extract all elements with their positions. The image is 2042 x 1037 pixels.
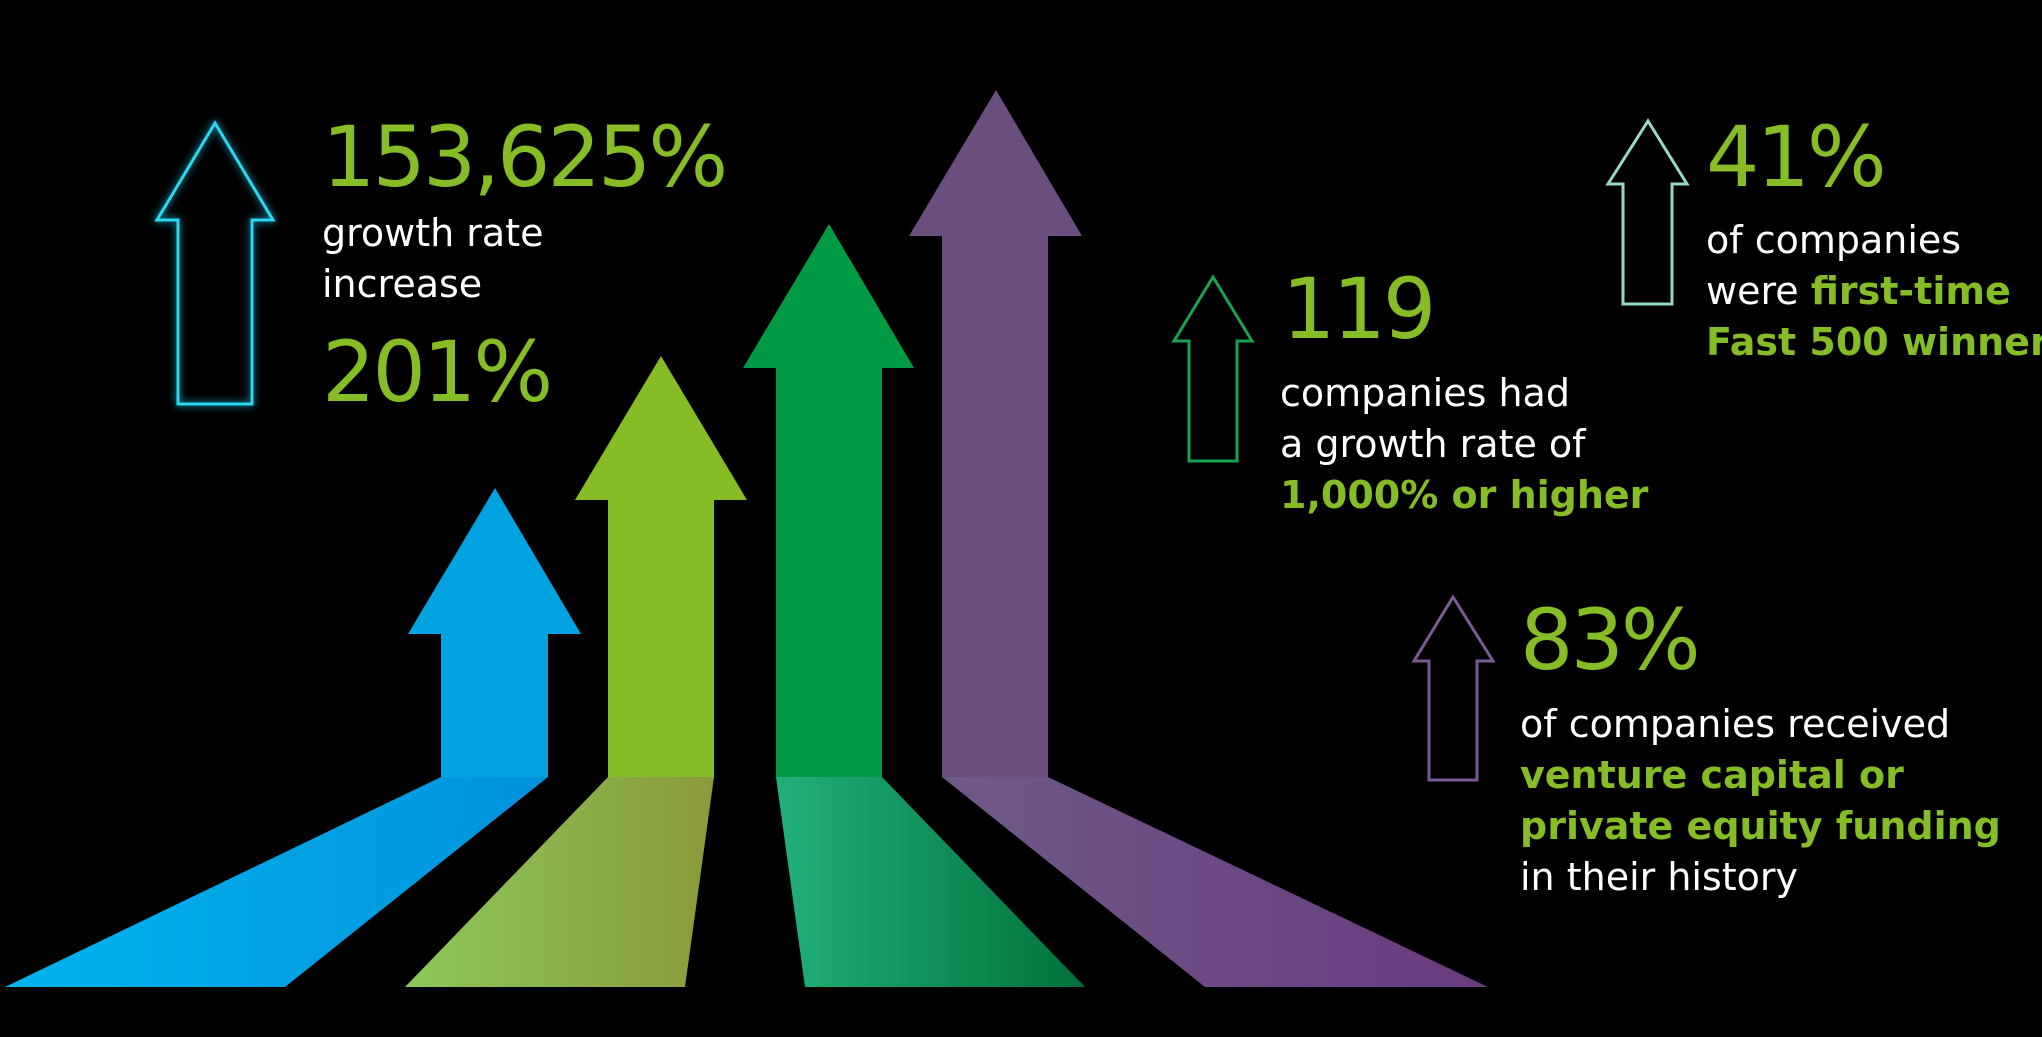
high-growth-caption-line2: a growth rate of (1280, 422, 1586, 466)
funding-caption-line2: venture capital or (1520, 753, 1904, 797)
purple-arrow-body (909, 90, 1082, 777)
green-arrow (743, 224, 1085, 987)
green-arrow-body (743, 224, 914, 777)
blue-arrow-body (408, 488, 581, 777)
blue-arrow (5, 488, 581, 987)
outline-up-arrow-cyan-icon (154, 120, 276, 406)
growth-rate-caption-line1: growth rate (322, 211, 544, 255)
funding-caption-line3: private equity funding (1520, 804, 2001, 848)
high-growth-count-value: 119 (1282, 260, 1436, 358)
funding-caption: of companies received venture capital or… (1520, 699, 2001, 903)
green-arrow-shadow (776, 777, 1085, 987)
blue-arrow-shadow (5, 777, 548, 987)
first-time-caption-line2-prefix: were (1706, 269, 1811, 313)
purple-arrow-shadow (942, 777, 1488, 987)
high-growth-caption: companies had a growth rate of 1,000% or… (1280, 368, 1648, 521)
high-growth-caption-highlight: 1,000% or higher (1280, 473, 1649, 517)
first-time-caption-highlight: first-time (1810, 269, 2011, 313)
high-growth-caption-line1: companies had (1280, 371, 1570, 415)
lime-arrow-body (575, 356, 747, 777)
first-time-caption: of companies were first-time Fast 500 wi… (1706, 215, 2042, 368)
growth-rate-second-value: 201% (322, 323, 553, 421)
growth-rate-caption-line2: increase (322, 262, 483, 306)
lime-arrow (405, 356, 747, 987)
outline-up-arrow-green-icon (1171, 274, 1255, 463)
outline-up-arrow-mint-icon (1605, 118, 1690, 306)
purple-arrow (909, 90, 1488, 987)
first-time-caption-line2: were first-time (1706, 266, 2042, 317)
funding-percent-value: 83% (1520, 591, 1701, 689)
first-time-caption-line3: Fast 500 winners (1706, 320, 2042, 364)
outline-up-arrow-purple-icon (1411, 594, 1496, 782)
lime-arrow-shadow (405, 777, 714, 987)
first-time-percent-value: 41% (1706, 108, 1887, 206)
growth-rate-caption: growth rate increase (322, 208, 544, 310)
first-time-caption-line1: of companies (1706, 218, 1962, 262)
funding-caption-line1: of companies received (1520, 702, 1951, 746)
growth-rate-value: 153,625% (322, 108, 728, 206)
funding-caption-line4: in their history (1520, 855, 1799, 899)
